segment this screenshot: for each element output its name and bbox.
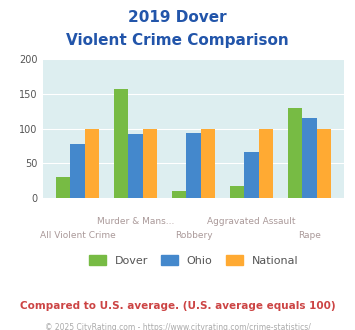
Bar xyxy=(302,117,317,198)
Text: Violent Crime Comparison: Violent Crime Comparison xyxy=(66,33,289,48)
Legend: Dover, Ohio, National: Dover, Ohio, National xyxy=(84,250,302,270)
Bar xyxy=(244,152,259,198)
Bar xyxy=(172,191,186,198)
Bar xyxy=(114,89,128,198)
Bar xyxy=(288,108,302,198)
Bar xyxy=(201,129,215,198)
Text: Compared to U.S. average. (U.S. average equals 100): Compared to U.S. average. (U.S. average … xyxy=(20,301,335,311)
Text: Murder & Mans...: Murder & Mans... xyxy=(97,217,174,226)
Bar xyxy=(143,129,157,198)
Bar xyxy=(259,129,273,198)
Bar xyxy=(317,129,331,198)
Text: Rape: Rape xyxy=(298,231,321,240)
Bar xyxy=(128,134,143,198)
Text: Robbery: Robbery xyxy=(175,231,212,240)
Text: Aggravated Assault: Aggravated Assault xyxy=(207,217,296,226)
Text: All Violent Crime: All Violent Crime xyxy=(39,231,115,240)
Bar xyxy=(230,186,244,198)
Bar xyxy=(186,133,201,198)
Text: 2019 Dover: 2019 Dover xyxy=(128,10,227,25)
Bar xyxy=(70,144,85,198)
Bar xyxy=(56,177,70,198)
Bar xyxy=(85,129,99,198)
Text: © 2025 CityRating.com - https://www.cityrating.com/crime-statistics/: © 2025 CityRating.com - https://www.city… xyxy=(45,323,310,330)
